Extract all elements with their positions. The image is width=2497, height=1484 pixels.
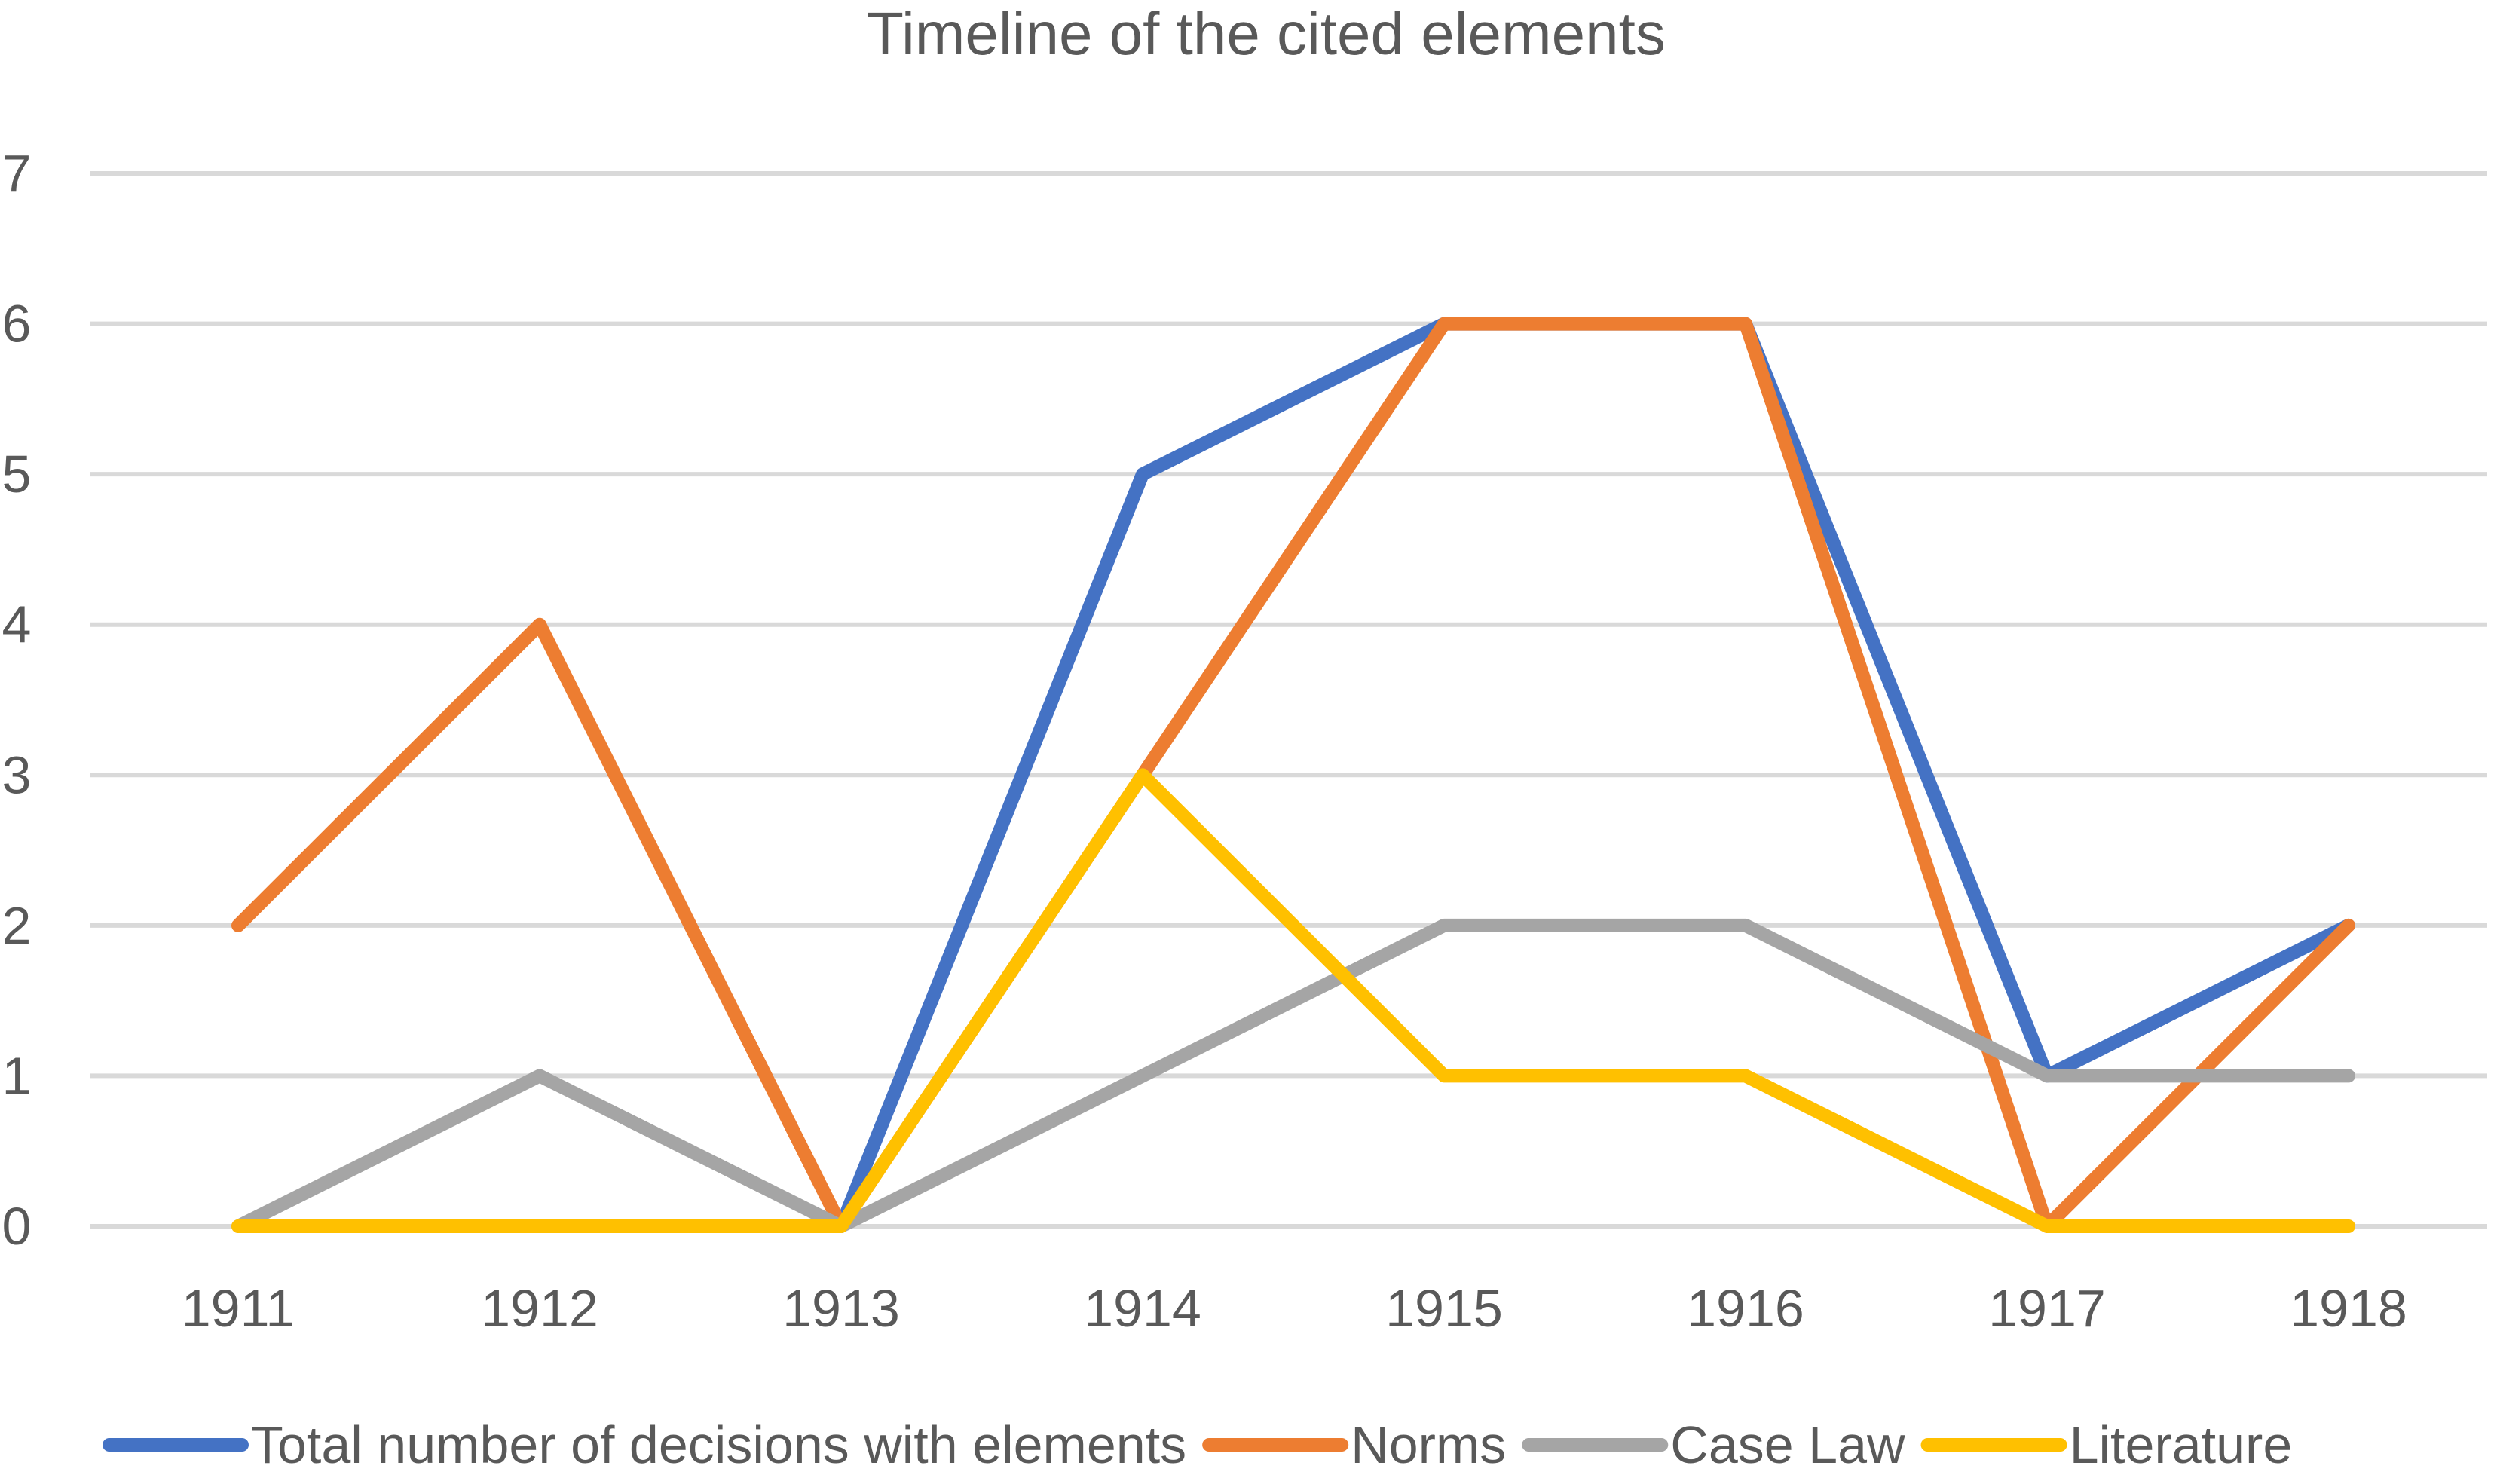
y-tick-label: 3 <box>2 745 32 804</box>
y-tick-label: 0 <box>2 1197 32 1256</box>
y-tick-label: 5 <box>2 445 32 503</box>
x-tick-label: 1912 <box>481 1279 598 1338</box>
legend-label: Case Law <box>1670 1415 1905 1474</box>
x-tick-label: 1911 <box>182 1279 295 1338</box>
series-line-case-law <box>231 918 2355 1233</box>
x-tick-label: 1913 <box>782 1279 900 1338</box>
x-tick-label: 1916 <box>1687 1279 1804 1338</box>
chart-title: Timeline of the cited elements <box>867 0 1666 67</box>
series-lines <box>231 317 2355 1233</box>
y-tick-label: 6 <box>2 295 32 353</box>
x-tick-label: 1914 <box>1084 1279 1201 1338</box>
x-tick-label: 1915 <box>1385 1279 1503 1338</box>
legend-label: Norms <box>1351 1415 1506 1474</box>
legend-label: Total number of decisions with elements <box>251 1415 1186 1474</box>
legend-label: Literature <box>2070 1415 2293 1474</box>
y-tick-label: 4 <box>2 595 32 654</box>
y-tick-label: 2 <box>2 896 32 955</box>
x-tick-label: 1917 <box>1988 1279 2106 1338</box>
y-tick-label: 1 <box>2 1046 32 1105</box>
x-tick-label: 1918 <box>2290 1279 2407 1338</box>
y-axis-ticks: 0 1 2 3 4 5 6 7 <box>2 144 32 1256</box>
series-line-norms <box>231 317 2355 1233</box>
legend: Total number of decisions with elements N… <box>103 1415 2293 1474</box>
x-axis-ticks: 1911 1912 1913 1914 1915 1916 1917 1918 <box>182 1279 2407 1338</box>
y-tick-label: 7 <box>2 144 32 203</box>
gridlines <box>90 171 2487 1229</box>
series-line-literature <box>231 768 2355 1233</box>
